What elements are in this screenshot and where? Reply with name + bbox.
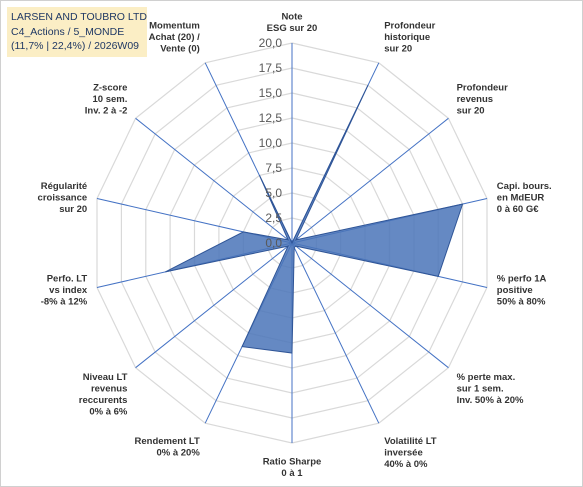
axis-label-line: Note xyxy=(281,12,302,23)
axis-label-line: sur 1 sem. xyxy=(457,384,504,395)
series-layer xyxy=(165,85,464,354)
axis-label: Rendement LT0% à 20% xyxy=(135,436,201,459)
axis-label-line: Inv. 50% à 20% xyxy=(457,395,524,406)
axis-spoke xyxy=(291,117,449,244)
axis-label-line: Rendement LT xyxy=(135,436,200,447)
axis-label-line: croissance xyxy=(38,193,88,204)
axis-label-line: Perfo. LT xyxy=(47,274,88,285)
axis-spoke xyxy=(291,242,380,424)
axis-label-line: Volatilité LT xyxy=(384,436,437,447)
axis-label-line: revenus xyxy=(457,94,493,105)
axis-spoke xyxy=(135,117,293,244)
axis-spoke xyxy=(291,242,449,369)
axis-label-line: Vente (0) xyxy=(160,44,200,55)
axis-label-line: -8% à 12% xyxy=(41,297,88,308)
axis-label-line: Inv. 2 à -2 xyxy=(85,105,128,116)
axis-label-line: ESG sur 20 xyxy=(267,23,318,34)
tick-labels: 0,0 2,5 5,0 7,5 10,0 12,5 15,0 17,5 20,0 xyxy=(259,36,283,250)
tick-label: 2,5 xyxy=(265,211,282,225)
tick-label: 20,0 xyxy=(259,36,283,50)
stats-line: (11,7% | 22,4%) / 2026W09 xyxy=(11,40,140,52)
tick-label: 5,0 xyxy=(265,186,282,200)
axis-label-line: Z-score xyxy=(93,82,127,93)
axis-label-line: Momentum xyxy=(149,21,200,32)
axis-label-line: 50% à 80% xyxy=(497,297,546,308)
tick-label: 7,5 xyxy=(265,161,282,175)
tick-label: 0,0 xyxy=(265,236,282,250)
axis-label: % perte max.sur 1 sem.Inv. 50% à 20% xyxy=(457,372,524,406)
axis-label-line: sur 20 xyxy=(457,105,485,116)
tick-label: 12,5 xyxy=(259,111,283,125)
axis-label-line: 0% à 6% xyxy=(89,407,128,418)
axis-label-line: inversée xyxy=(384,447,423,458)
category-line: C4_Actions / 5_MONDE xyxy=(11,25,125,38)
axis-label-line: Ratio Sharpe xyxy=(263,457,322,468)
axis-label-line: Profondeur xyxy=(384,21,435,32)
axis-label-line: Niveau LT xyxy=(83,372,128,383)
tick-label: 10,0 xyxy=(259,136,283,150)
axis-label-line: vs index xyxy=(49,285,88,296)
axis-label-line: 0 à 60 G€ xyxy=(497,204,539,215)
axis-label-line: Capi. bours. xyxy=(497,181,552,192)
tick-label: 17,5 xyxy=(259,61,283,75)
axis-label-line: reccurents xyxy=(79,395,128,406)
company-name: LARSEN AND TOUBRO LTD xyxy=(11,11,147,23)
series-area xyxy=(165,85,464,354)
axis-label-line: positive xyxy=(497,285,533,296)
axis-label-line: revenus xyxy=(91,384,127,395)
axis-label-line: Régularité xyxy=(41,181,87,192)
title-box: LARSEN AND TOUBRO LTD C4_Actions / 5_MON… xyxy=(7,7,147,57)
tick-label: 15,0 xyxy=(259,86,283,100)
axis-label-line: sur 20 xyxy=(384,44,412,55)
axis-label-line: historique xyxy=(384,32,430,43)
axis-spoke xyxy=(135,242,293,369)
axis-label-line: Profondeur xyxy=(457,82,508,93)
axis-label-line: en MdEUR xyxy=(497,193,545,204)
axis-label-line: 40% à 0% xyxy=(384,459,428,470)
axis-label-line: sur 20 xyxy=(59,204,87,215)
axis-label-line: % perte max. xyxy=(457,372,516,383)
axis-label-line: 0% à 20% xyxy=(156,447,200,458)
axis-label-line: 10 sem. xyxy=(93,94,128,105)
axis-label-line: % perfo 1A xyxy=(497,274,547,285)
axis-label-line: 0 à 1 xyxy=(281,468,303,479)
axis-label-line: Achat (20) / xyxy=(149,32,201,43)
